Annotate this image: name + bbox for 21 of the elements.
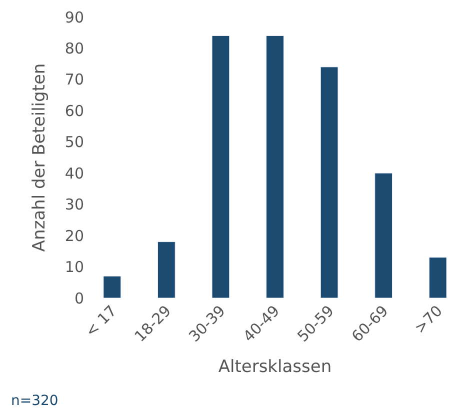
y-tick-label: 50 bbox=[64, 133, 84, 152]
bar bbox=[266, 35, 284, 298]
bar bbox=[374, 172, 393, 298]
text: n=320 bbox=[11, 393, 58, 408]
y-tick-label: 20 bbox=[64, 226, 84, 245]
bar bbox=[103, 276, 122, 298]
y-tick-label: 0 bbox=[74, 289, 84, 308]
y-tick-label: 90 bbox=[64, 8, 84, 26]
bar bbox=[320, 66, 338, 298]
y-tick-label: 60 bbox=[64, 102, 84, 120]
bar bbox=[157, 242, 176, 298]
x-tick-label: < 17 bbox=[82, 302, 120, 340]
y-axis-title: Anzahl der Beteiligten bbox=[29, 63, 50, 252]
y-tick-label: 70 bbox=[64, 70, 84, 89]
y-tick-label: 40 bbox=[64, 164, 84, 182]
y-tick-label: 30 bbox=[64, 196, 84, 214]
y-tick-label: 80 bbox=[64, 39, 84, 58]
y-tick-label: 10 bbox=[64, 258, 84, 276]
x-axis-title: Altersklassen bbox=[218, 356, 332, 377]
bar bbox=[212, 35, 230, 298]
bar bbox=[428, 257, 447, 298]
